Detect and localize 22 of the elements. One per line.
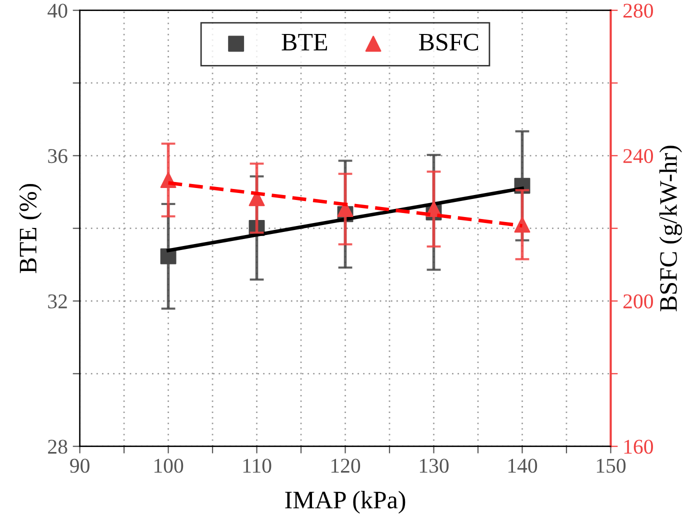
- y2-tick-label: 200: [623, 294, 653, 308]
- y-axis-title: BTE (%): [18, 184, 42, 274]
- y2-axis-title: BSFC (g/kW-hr): [659, 146, 682, 312]
- y-tick-label: 40: [48, 4, 68, 18]
- x-tick-label: 100: [154, 458, 184, 473]
- y2-tick-label: 160: [624, 440, 653, 454]
- x-tick-label: 120: [331, 458, 360, 473]
- y2-tick-label: 280: [623, 4, 653, 18]
- x-tick-label: 90: [70, 458, 90, 473]
- y-tick-label: 28: [48, 440, 68, 454]
- x-axis-title: IMAP (kPa): [285, 490, 406, 514]
- y-tick-label: 36: [48, 149, 68, 164]
- y2-tick-label: 240: [623, 149, 653, 164]
- x-tick-label: 130: [420, 458, 449, 473]
- x-tick-label: 140: [508, 458, 538, 473]
- legend-label: BTE: [282, 34, 328, 50]
- point: [337, 201, 354, 218]
- legend-label: BSFC: [419, 34, 478, 51]
- point: [514, 216, 530, 233]
- x-tick-label: 110: [243, 458, 272, 473]
- y-tick-label: 32: [48, 294, 67, 308]
- x-tick-label: 150: [596, 458, 626, 473]
